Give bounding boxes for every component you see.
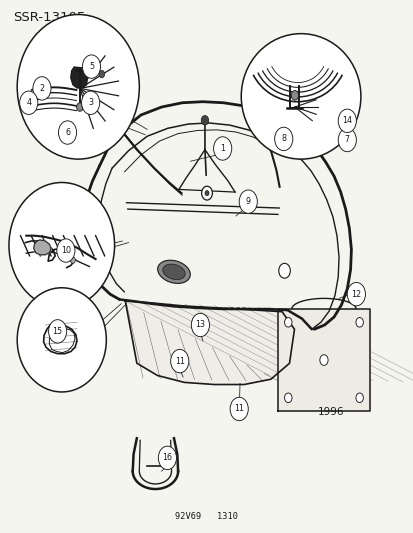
Circle shape <box>82 55 100 78</box>
Circle shape <box>77 103 83 111</box>
Circle shape <box>347 282 365 306</box>
Text: 16: 16 <box>162 454 172 463</box>
Circle shape <box>48 320 66 343</box>
Text: 13: 13 <box>195 320 205 329</box>
Circle shape <box>261 130 268 140</box>
Circle shape <box>337 128 356 152</box>
Text: 4: 4 <box>26 98 31 107</box>
Polygon shape <box>33 240 51 255</box>
Circle shape <box>70 257 75 263</box>
Ellipse shape <box>9 182 114 308</box>
Circle shape <box>20 91 38 115</box>
Circle shape <box>57 239 75 262</box>
Ellipse shape <box>162 264 185 280</box>
Text: 11: 11 <box>174 357 184 366</box>
Circle shape <box>191 313 209 337</box>
Text: 1996: 1996 <box>317 407 343 417</box>
Circle shape <box>230 397 248 421</box>
Text: 14: 14 <box>342 116 351 125</box>
Circle shape <box>76 103 83 111</box>
Ellipse shape <box>17 14 139 159</box>
Polygon shape <box>277 309 369 411</box>
Circle shape <box>213 137 231 160</box>
Circle shape <box>33 77 51 100</box>
Text: SSR-1310F: SSR-1310F <box>13 11 84 25</box>
Circle shape <box>99 70 104 78</box>
Text: 92V69   1310: 92V69 1310 <box>175 512 238 521</box>
Ellipse shape <box>17 288 106 392</box>
Text: 9: 9 <box>245 197 250 206</box>
Circle shape <box>170 350 188 373</box>
Circle shape <box>355 318 363 327</box>
Ellipse shape <box>241 34 360 159</box>
Text: 11: 11 <box>234 405 244 414</box>
Circle shape <box>284 318 291 327</box>
Text: 3: 3 <box>88 98 93 107</box>
Circle shape <box>284 393 291 402</box>
Circle shape <box>239 190 257 213</box>
Text: 1: 1 <box>220 144 225 153</box>
Circle shape <box>204 190 209 196</box>
Circle shape <box>337 109 356 133</box>
Ellipse shape <box>157 260 190 284</box>
Text: 5: 5 <box>89 62 94 71</box>
Circle shape <box>201 116 208 125</box>
Circle shape <box>290 91 298 100</box>
Text: 6: 6 <box>65 128 70 137</box>
Text: 10: 10 <box>61 246 71 255</box>
Text: 2: 2 <box>39 84 45 93</box>
Circle shape <box>278 263 290 278</box>
Circle shape <box>201 186 212 200</box>
Circle shape <box>319 355 328 366</box>
Polygon shape <box>125 301 294 384</box>
Circle shape <box>116 125 124 134</box>
Circle shape <box>58 121 76 144</box>
Text: 7: 7 <box>344 135 349 144</box>
Circle shape <box>81 91 100 115</box>
Text: 8: 8 <box>280 134 285 143</box>
Circle shape <box>274 127 292 151</box>
Text: 15: 15 <box>52 327 62 336</box>
Polygon shape <box>71 67 87 88</box>
Circle shape <box>355 393 363 402</box>
Text: 12: 12 <box>351 289 361 298</box>
Circle shape <box>158 446 176 470</box>
